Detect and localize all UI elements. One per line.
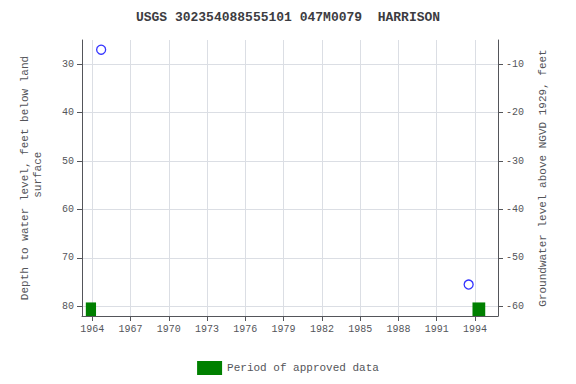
svg-text:Depth to water level, feet bel: Depth to water level, feet below land (19, 56, 31, 300)
svg-text:surface: surface (32, 152, 44, 205)
svg-text:30: 30 (62, 59, 74, 70)
svg-text:1988: 1988 (386, 324, 410, 335)
svg-text:1967: 1967 (118, 324, 142, 335)
svg-text:USGS 302354088555101 047M0079: USGS 302354088555101 047M0079 HARRISON (136, 10, 440, 25)
svg-text:1973: 1973 (195, 324, 219, 335)
svg-text:-20: -20 (506, 107, 524, 118)
svg-text:Period of approved data: Period of approved data (227, 362, 379, 374)
svg-text:1964: 1964 (80, 324, 104, 335)
svg-text:-50: -50 (506, 252, 524, 263)
svg-text:-40: -40 (506, 204, 524, 215)
svg-text:1979: 1979 (272, 324, 296, 335)
svg-text:1982: 1982 (310, 324, 334, 335)
svg-text:1970: 1970 (157, 324, 181, 335)
svg-text:50: 50 (62, 156, 74, 167)
svg-text:60: 60 (62, 204, 74, 215)
svg-text:-10: -10 (506, 59, 524, 70)
svg-text:1976: 1976 (233, 324, 257, 335)
svg-text:70: 70 (62, 252, 74, 263)
svg-text:1985: 1985 (348, 324, 372, 335)
svg-text:-60: -60 (506, 301, 524, 312)
svg-text:1994: 1994 (463, 324, 487, 335)
svg-text:1991: 1991 (425, 324, 449, 335)
svg-text:40: 40 (62, 107, 74, 118)
svg-text:-30: -30 (506, 156, 524, 167)
svg-text:Groundwater level above NGVD 1: Groundwater level above NGVD 1929, feet (537, 49, 549, 306)
svg-text:80: 80 (62, 301, 74, 312)
